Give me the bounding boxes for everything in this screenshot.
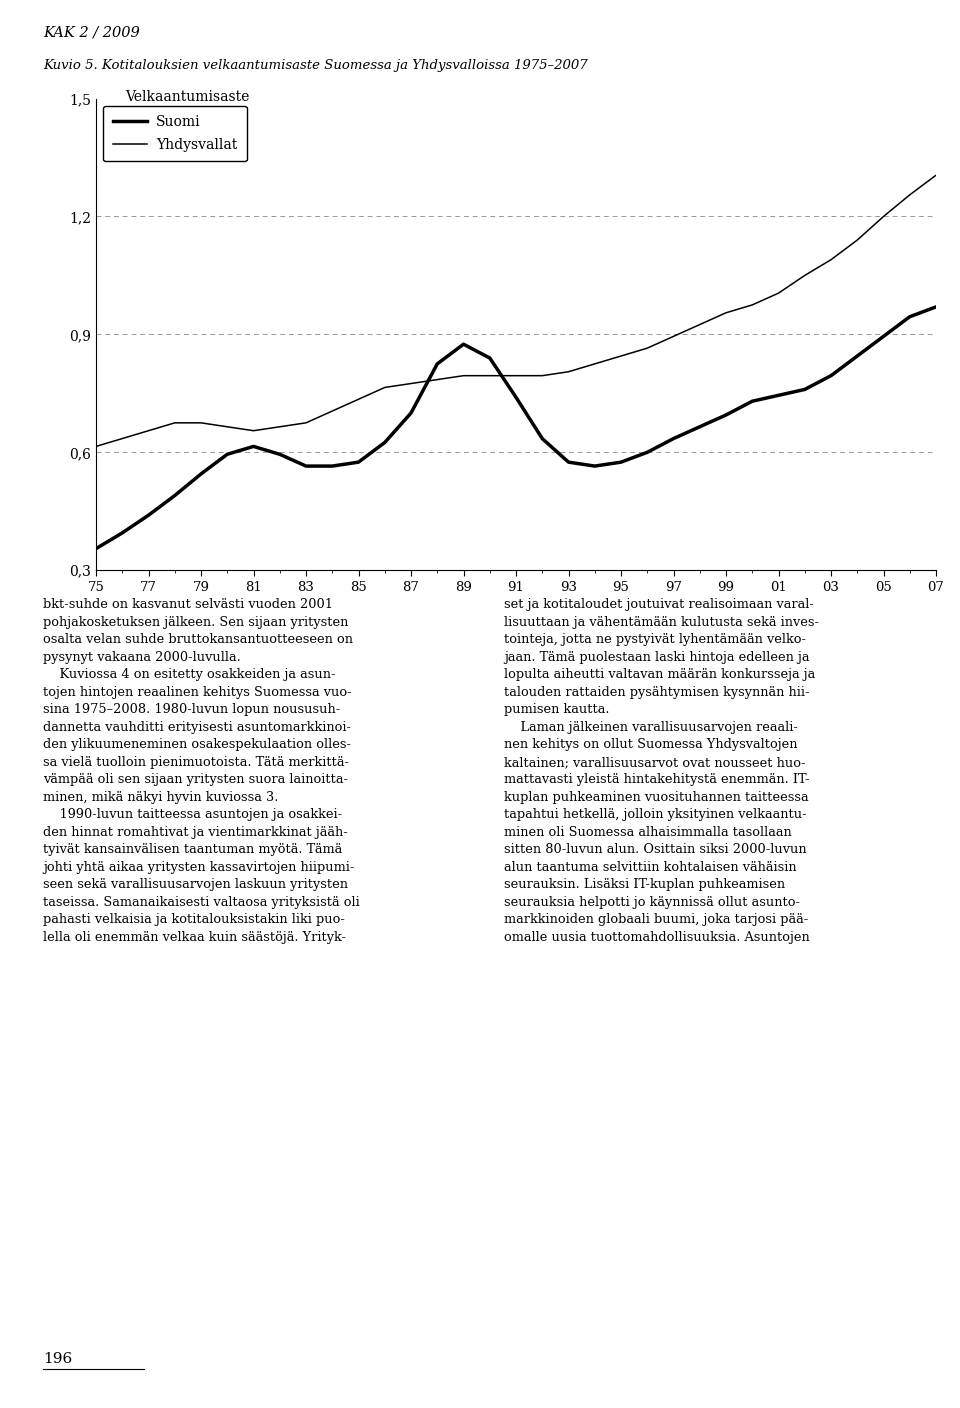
- Legend: Suomi, Yhdysvallat: Suomi, Yhdysvallat: [103, 106, 247, 162]
- Text: KAK 2 / 2009: KAK 2 / 2009: [43, 25, 140, 39]
- Text: Kuvio 5. Kotitalouksien velkaantumisaste Suomessa ja Yhdysvalloissa 1975–2007: Kuvio 5. Kotitalouksien velkaantumisaste…: [43, 59, 588, 72]
- Text: 196: 196: [43, 1352, 72, 1366]
- Text: Velkaantumisaste: Velkaantumisaste: [125, 90, 250, 104]
- Text: bkt-suhde on kasvanut selvästi vuoden 2001
pohjakosketuksen jälkeen. Sen sijaan : bkt-suhde on kasvanut selvästi vuoden 20…: [43, 598, 360, 943]
- Text: set ja kotitaloudet joutuivat realisoimaan varal-
lisuuttaan ja vähentämään kulu: set ja kotitaloudet joutuivat realisoima…: [504, 598, 819, 943]
